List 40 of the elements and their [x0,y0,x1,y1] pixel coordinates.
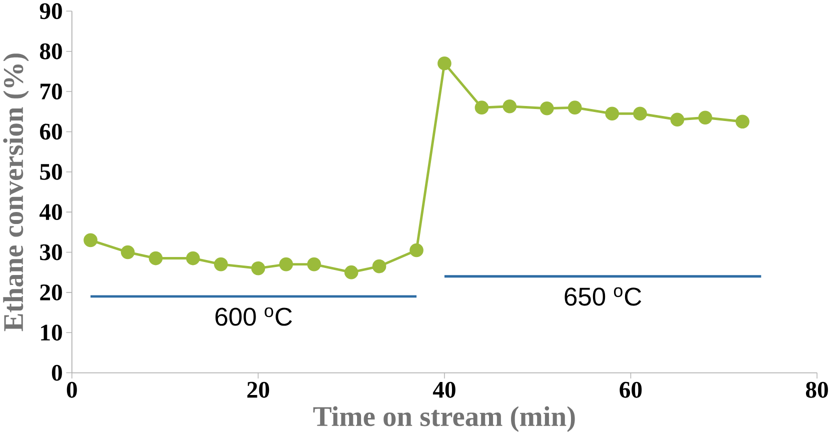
y-tick-label: 30 [40,244,62,260]
point [410,243,424,258]
point [84,233,98,248]
y-axis-title: Ethane conversion (%) [3,54,29,332]
point [633,106,647,120]
y-tick-label: 40 [40,204,62,220]
y-tick-label: 10 [41,324,62,341]
point [186,251,200,266]
y-tick-label: 70 [40,83,62,100]
point [344,265,358,280]
point [736,114,750,129]
point [372,259,386,274]
point [670,112,684,126]
point [605,106,620,120]
point [148,251,163,266]
point [438,56,452,70]
annotation: 650 $^{o}$C [564,287,642,306]
point [120,245,135,260]
y-tick-label: 20 [40,284,62,300]
y-tick-label: 60 [40,124,62,140]
x-tick-label: 0 [66,382,77,398]
x-tick-label: 80 [806,382,828,398]
point [568,100,582,114]
point [540,101,554,116]
point [502,99,517,114]
y-tick-label: 50 [40,164,62,180]
y-tick-label: 90 [40,3,62,20]
point [251,261,266,276]
point [698,110,712,124]
point [214,257,228,272]
x-axis-title: Time on stream (min) [313,406,575,432]
point [279,257,294,272]
x-tick-label: 40 [432,382,456,398]
y-tick-label: 80 [40,43,62,60]
annotation: 600 $^{o}$C [215,307,292,326]
point [474,100,489,114]
point [307,257,321,272]
x-tick-label: 20 [247,382,270,398]
y-tick-label: 0 [52,364,62,381]
x-tick-label: 60 [620,382,642,398]
